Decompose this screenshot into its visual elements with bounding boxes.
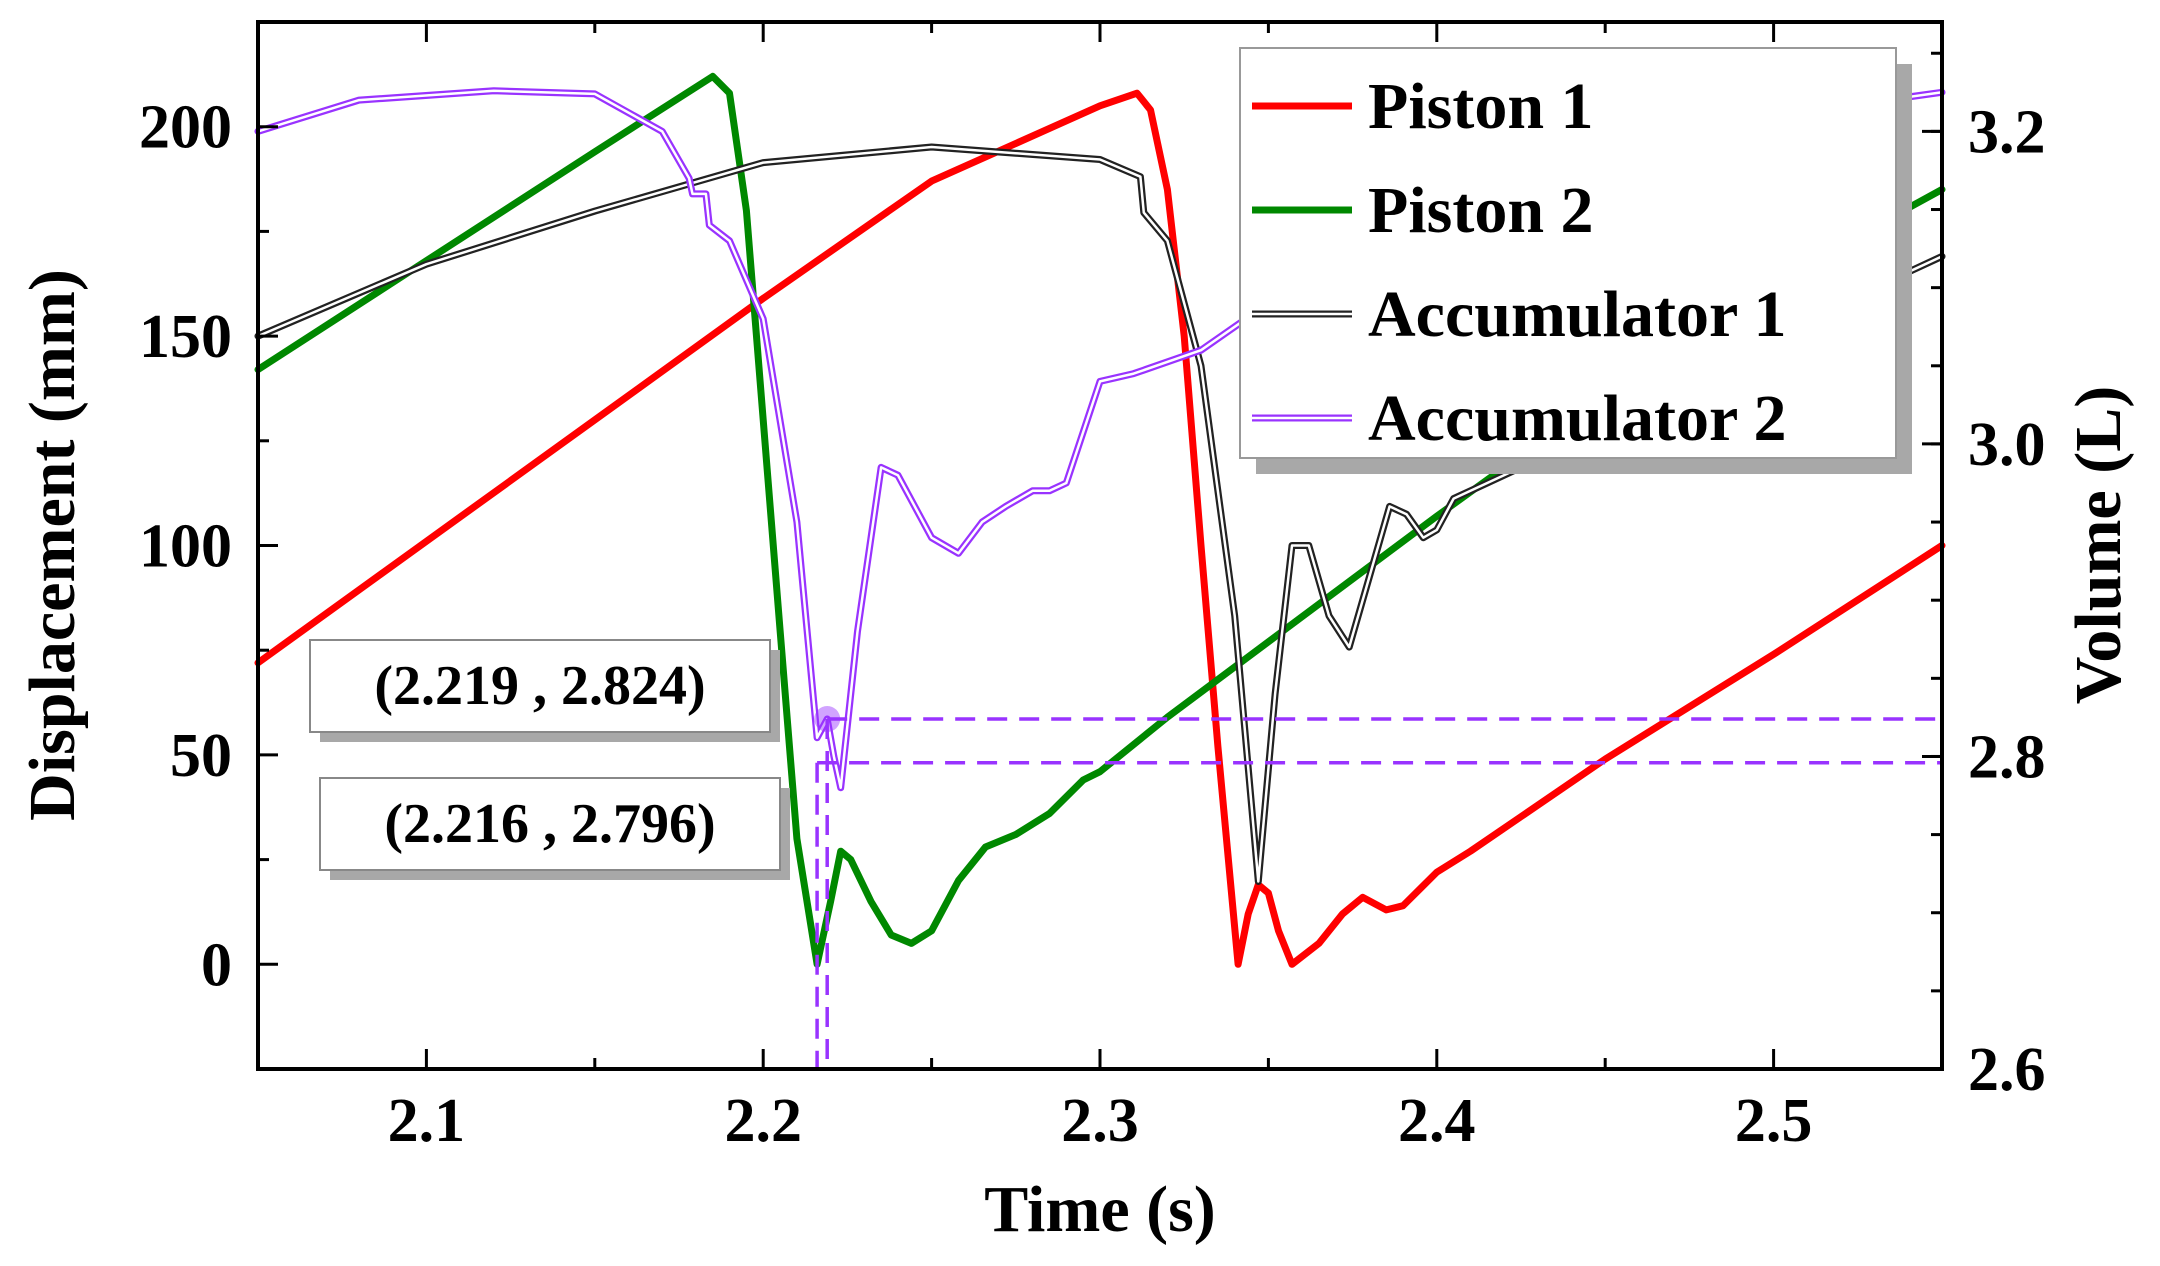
y2-tick-label: 3.2	[1968, 98, 2046, 166]
legend-item-piston-2: Piston 2	[1252, 174, 1594, 247]
series-layer	[254, 72, 1946, 968]
annotation-label: (2.216 , 2.796)	[384, 793, 715, 855]
x-tick-label: 2.5	[1735, 1087, 1813, 1155]
y-tick-label: 100	[139, 513, 232, 581]
annotation-box	[319, 777, 781, 871]
axis-layer: 2.1 2.2 2.3 2.4 2.5 0 50 100 150 200 2.6 2.8 3.0 3.2	[139, 20, 2046, 1155]
annotation-callout: (2.216 , 2.796)	[319, 777, 790, 880]
legend-label: Piston 2	[1368, 174, 1594, 247]
annotation-layer: (2.219 , 2.824) (2.216 , 2.796)	[309, 639, 1942, 1069]
legend-item-accumulator-2: Accumulator 2	[1252, 382, 1787, 455]
legend-label: Piston 1	[1368, 70, 1594, 143]
y2-axis-title: Volume (L)	[2062, 386, 2135, 704]
y-tick-label: 150	[139, 303, 232, 371]
annotation-label: (2.219 , 2.824)	[374, 655, 705, 717]
x-tick-label: 2.2	[724, 1087, 802, 1155]
series-piston-1	[254, 89, 1946, 968]
x-tick-label: 2.3	[1061, 1087, 1139, 1155]
annotation-box	[309, 639, 771, 733]
legend-item-piston-1: Piston 1	[1252, 70, 1594, 143]
y-tick-label: 0	[201, 931, 232, 999]
y-axis-title: Displacement (mm)	[16, 269, 89, 821]
legend-label: Accumulator 2	[1368, 382, 1787, 455]
y2-tick-label: 2.8	[1968, 723, 2046, 791]
legend-item-accumulator-1: Accumulator 1	[1252, 278, 1787, 351]
annotation-callout: (2.219 , 2.824)	[309, 639, 780, 742]
series-accumulator-2-inner	[256, 89, 1944, 789]
series-accumulator-2	[254, 87, 1946, 792]
series-accumulator-1-inner	[256, 145, 1944, 883]
x-tick-label: 2.1	[388, 1087, 466, 1155]
legend-label: Accumulator 1	[1368, 278, 1787, 351]
y-tick-label: 50	[170, 722, 232, 790]
x-axis-title: Time (s)	[984, 1173, 1216, 1246]
legend-frame	[1239, 47, 1897, 459]
y2-tick-label: 2.6	[1968, 1036, 2046, 1104]
series-accumulator-1	[254, 143, 1946, 885]
y2-tick-label: 3.0	[1968, 411, 2046, 479]
x-tick-label: 2.4	[1398, 1087, 1476, 1155]
legend: Piston 1 Piston 2 Accumulator 1 Accumulator…	[1239, 47, 1912, 474]
annotation-marker	[814, 705, 841, 732]
y-tick-label: 200	[139, 94, 232, 162]
